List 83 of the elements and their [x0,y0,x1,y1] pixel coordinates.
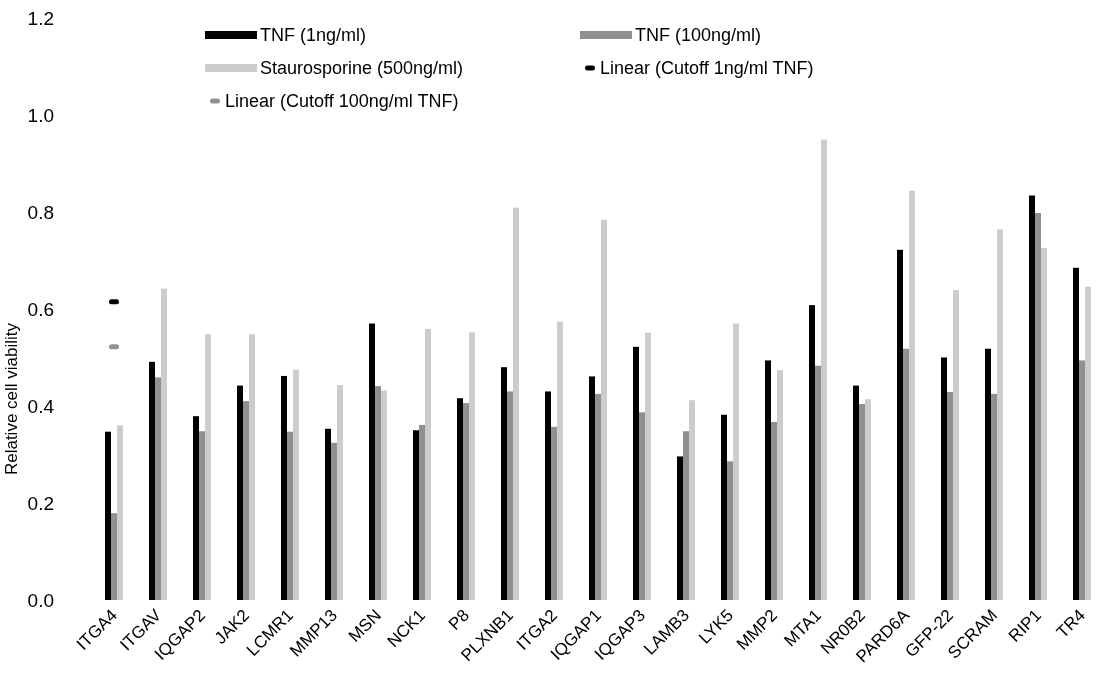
y-tick-label: 0.2 [27,492,54,514]
bar [777,370,783,600]
x-tick-label: TR4 [1052,605,1090,642]
legend-label: Linear (Cutoff 100ng/ml TNF) [225,91,459,112]
bar [853,385,859,600]
bar [161,288,167,600]
bar [419,424,425,600]
bar [909,190,915,600]
bar [595,393,601,600]
bar [733,323,739,600]
bar [249,334,255,600]
bar [551,426,557,600]
bar [469,332,475,600]
bar [865,399,871,600]
y-tick-label: 0.0 [27,589,54,611]
bar [331,442,337,600]
bar [545,391,551,600]
bar [953,290,959,600]
bar [281,375,287,600]
bar [205,334,211,600]
legend-label: Staurosporine (500ng/ml) [260,58,464,79]
bar [375,386,381,600]
bar [1035,212,1041,600]
bar [859,404,865,600]
y-tick-label: 0.4 [27,395,55,417]
bar [821,139,827,600]
bar [507,391,513,600]
bar [645,332,651,600]
bar [381,390,387,600]
bar [1079,360,1085,600]
y-tick-label: 1.0 [27,104,54,126]
bar [809,305,815,600]
bar [117,425,123,600]
bar [293,369,299,600]
legend-label: Linear (Cutoff 1ng/ml TNF) [600,58,814,79]
bar [589,376,595,600]
bar [105,431,111,600]
bar [997,229,1003,600]
legend-label: TNF (1ng/ml) [260,25,367,46]
bar [513,207,519,600]
y-tick-label: 0.6 [27,298,54,320]
bar [155,377,161,600]
bar [941,357,947,600]
bar [369,323,375,600]
bar [897,249,903,600]
bar [601,219,607,600]
bar [463,403,469,600]
bar [683,431,689,600]
bar [991,393,997,600]
bar [633,346,639,600]
bar [947,391,953,600]
bar [639,412,645,600]
bar [1029,195,1035,600]
bar [199,431,205,600]
bar [337,385,343,600]
bar [903,348,909,600]
bar [457,398,463,600]
legend-label: TNF (100ng/ml) [635,25,762,46]
bar [237,385,243,600]
bar [243,401,249,600]
bar [689,400,695,600]
bar [985,348,991,600]
bar [413,430,419,600]
bar [1073,267,1079,600]
bar [149,361,155,600]
bar [771,422,777,600]
bar [727,461,733,600]
bar [325,428,331,600]
y-tick-label: 1.2 [27,7,54,29]
bar [501,367,507,600]
bar [557,321,563,600]
bar [765,360,771,600]
bar [1041,247,1047,600]
bar [721,414,727,600]
bar [193,416,199,600]
bar [111,513,117,600]
bar [677,456,683,600]
bar [815,365,821,600]
bar [1085,286,1091,600]
y-tick-label: 0.8 [27,201,54,223]
bar [287,431,293,600]
y-axis-title: Relative cell viability [2,322,21,476]
bar [425,328,431,600]
